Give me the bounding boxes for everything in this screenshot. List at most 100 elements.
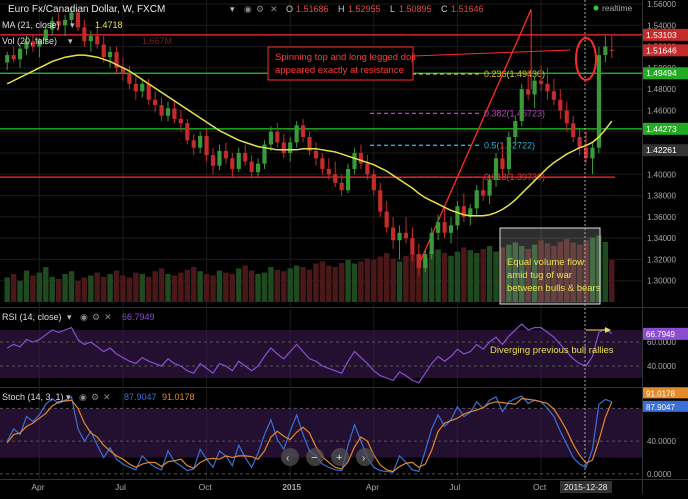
candle-body: [365, 163, 370, 175]
volume-bar: [467, 250, 474, 302]
close-label: C: [441, 4, 448, 14]
price-tag: [643, 122, 688, 135]
annotation-pointer: [412, 49, 571, 57]
stoch-eye-icon[interactable]: ◉: [79, 392, 87, 402]
time-axis-tick: Apr: [366, 482, 379, 492]
price-axis-tick: 1.56000: [647, 0, 676, 9]
volume-bar: [68, 271, 75, 302]
ma-legend-label[interactable]: MA (21, close): [2, 20, 60, 30]
volume-bar: [107, 274, 113, 302]
candle-body: [596, 55, 602, 148]
candle-body: [468, 208, 473, 217]
candle-body: [551, 91, 556, 100]
vol-dropdown-icon[interactable]: ▾: [68, 36, 73, 46]
eye-icon[interactable]: ◉: [244, 4, 252, 14]
candle-body: [590, 147, 595, 159]
candle-body: [82, 27, 87, 42]
stoch-close-icon[interactable]: ✕: [103, 392, 111, 402]
candle-body: [288, 142, 293, 153]
volume-annotation-line-2: amid tug of war: [507, 270, 572, 281]
volume-bar: [274, 269, 281, 302]
zoom-in-button[interactable]: [331, 448, 349, 466]
volume-bar: [261, 272, 268, 302]
volume-annotation-line-3: between bulls & bears: [507, 283, 601, 294]
volume-bar: [210, 275, 216, 302]
price-axis-tick: 1.46000: [647, 106, 676, 115]
stoch-settings-icon[interactable]: ⚙: [91, 392, 99, 402]
resistance-annotation: Spinning top and long legged doji appear…: [267, 46, 416, 81]
volume-bar: [332, 267, 338, 302]
zoom-out-button[interactable]: [306, 448, 324, 466]
candle-body: [564, 110, 569, 124]
candle-body: [429, 232, 434, 255]
stoch-axis-tick: 40.0000: [647, 437, 676, 446]
candle-body: [5, 55, 10, 63]
candle-body: [436, 222, 441, 233]
stoch-d-tag-label: 91.0178: [646, 389, 675, 398]
rsi-dropdown-icon[interactable]: ▾: [67, 312, 72, 322]
candle-body: [461, 206, 466, 217]
stoch-band: [0, 408, 642, 458]
settings-icon[interactable]: ⚙: [256, 4, 264, 14]
candle-body: [114, 51, 119, 68]
candle-body: [493, 158, 499, 180]
rsi-eye-icon[interactable]: ◉: [80, 312, 88, 322]
volume-bar: [62, 274, 68, 302]
high-value: 1.52955: [348, 4, 381, 14]
candle-body: [236, 153, 241, 169]
candle-body: [300, 125, 306, 138]
low-value: 1.50895: [399, 4, 432, 14]
volume-bar: [139, 274, 145, 302]
vol-legend-label[interactable]: Vol (20, false): [2, 36, 57, 46]
time-axis-tick: Jul: [449, 482, 460, 492]
candle-body: [56, 21, 61, 26]
scroll-left-button[interactable]: [281, 448, 299, 466]
symbol-title[interactable]: Euro Fx/Canadian Dollar, W, FXCM: [8, 4, 165, 15]
candle-body: [95, 35, 100, 45]
price-tag: [643, 44, 688, 57]
volume-bar: [4, 277, 10, 302]
symbol-dropdown-icon[interactable]: ▾: [230, 4, 235, 14]
candle-body: [17, 48, 23, 60]
price-tag-label: 1.44273: [646, 124, 677, 134]
rsi-settings-icon[interactable]: ⚙: [92, 312, 100, 322]
volume-bar: [506, 244, 512, 302]
volume-bar: [345, 260, 351, 302]
candle-body: [513, 121, 518, 138]
volume-bar: [596, 235, 602, 302]
volume-bar: [390, 258, 396, 302]
ma-dropdown-icon[interactable]: ▾: [70, 20, 75, 30]
rsi-header: RSI (14, close) ▾ ◉ ⚙ ✕ 66.7949: [2, 312, 155, 322]
volume-bar: [531, 244, 538, 302]
volume-bar: [113, 270, 120, 302]
candle-body: [24, 41, 29, 49]
volume-bar: [589, 237, 596, 302]
scroll-right-button[interactable]: [356, 448, 374, 466]
realtime-label: realtime: [602, 3, 633, 13]
volume-bar: [223, 272, 229, 302]
candle-body: [217, 150, 222, 166]
price-tag: [643, 144, 688, 157]
volume-bar: [152, 271, 158, 302]
volume-bar: [23, 270, 30, 302]
annotation-line-2: appeared exactly at resistance: [275, 65, 404, 76]
volume-bar: [191, 267, 197, 302]
candle-body: [545, 83, 550, 92]
stoch-dropdown-icon[interactable]: ▾: [66, 392, 71, 402]
volume-bar: [377, 256, 383, 302]
stoch-legend-label[interactable]: Stoch (14, 3, 1): [2, 392, 64, 402]
candle-body: [268, 131, 274, 145]
low-label: L: [390, 4, 395, 14]
candle-body: [101, 44, 106, 58]
volume-bar: [383, 253, 390, 302]
volume-bar: [281, 271, 287, 302]
rsi-close-icon[interactable]: ✕: [104, 312, 112, 322]
volume-bar: [474, 253, 480, 302]
stoch-d-tag: [643, 387, 688, 399]
candle-body: [532, 80, 537, 95]
volume-bar: [448, 255, 454, 302]
candle-body: [63, 19, 68, 26]
rsi-legend-label[interactable]: RSI (14, close): [2, 312, 62, 322]
close-icon[interactable]: ✕: [270, 4, 278, 14]
